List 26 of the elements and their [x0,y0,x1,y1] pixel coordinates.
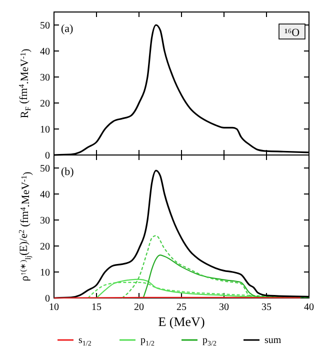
x-tick-label: 35 [262,302,272,313]
annotation: (b) [61,166,74,178]
y-tick-label: 30 [40,72,50,84]
y-tick-label: 0 [45,294,50,304]
y-tick-label: 40 [40,46,50,58]
x-axis-title: E (MeV) [158,314,205,329]
legend-label: p$_{1/2}$ [140,335,155,348]
legend-label: sum [264,335,282,346]
y-tick-label: 10 [40,268,50,278]
y-tick-label: 30 [40,216,50,226]
x-tick-label: 30 [219,302,229,313]
y-tick-label: 40 [40,190,50,200]
y-tick-label: 50 [40,164,50,174]
y-tick-label: 20 [40,242,50,252]
y-tick-label: 50 [40,20,50,32]
y-tick-label: 10 [40,124,50,136]
annotation: (a) [61,23,74,35]
x-tick-label: 20 [134,302,144,313]
annotation: ¹⁶O [284,27,300,39]
x-tick-label: 40 [304,302,314,313]
legend-label: p$_{3/2}$ [202,335,217,348]
x-tick-label: 15 [92,302,102,313]
x-tick-label: 25 [176,302,186,313]
y-tick-label: 0 [45,150,50,162]
legend-label: s$_{1/2}$ [78,335,92,348]
y-tick-label: 20 [40,98,50,110]
